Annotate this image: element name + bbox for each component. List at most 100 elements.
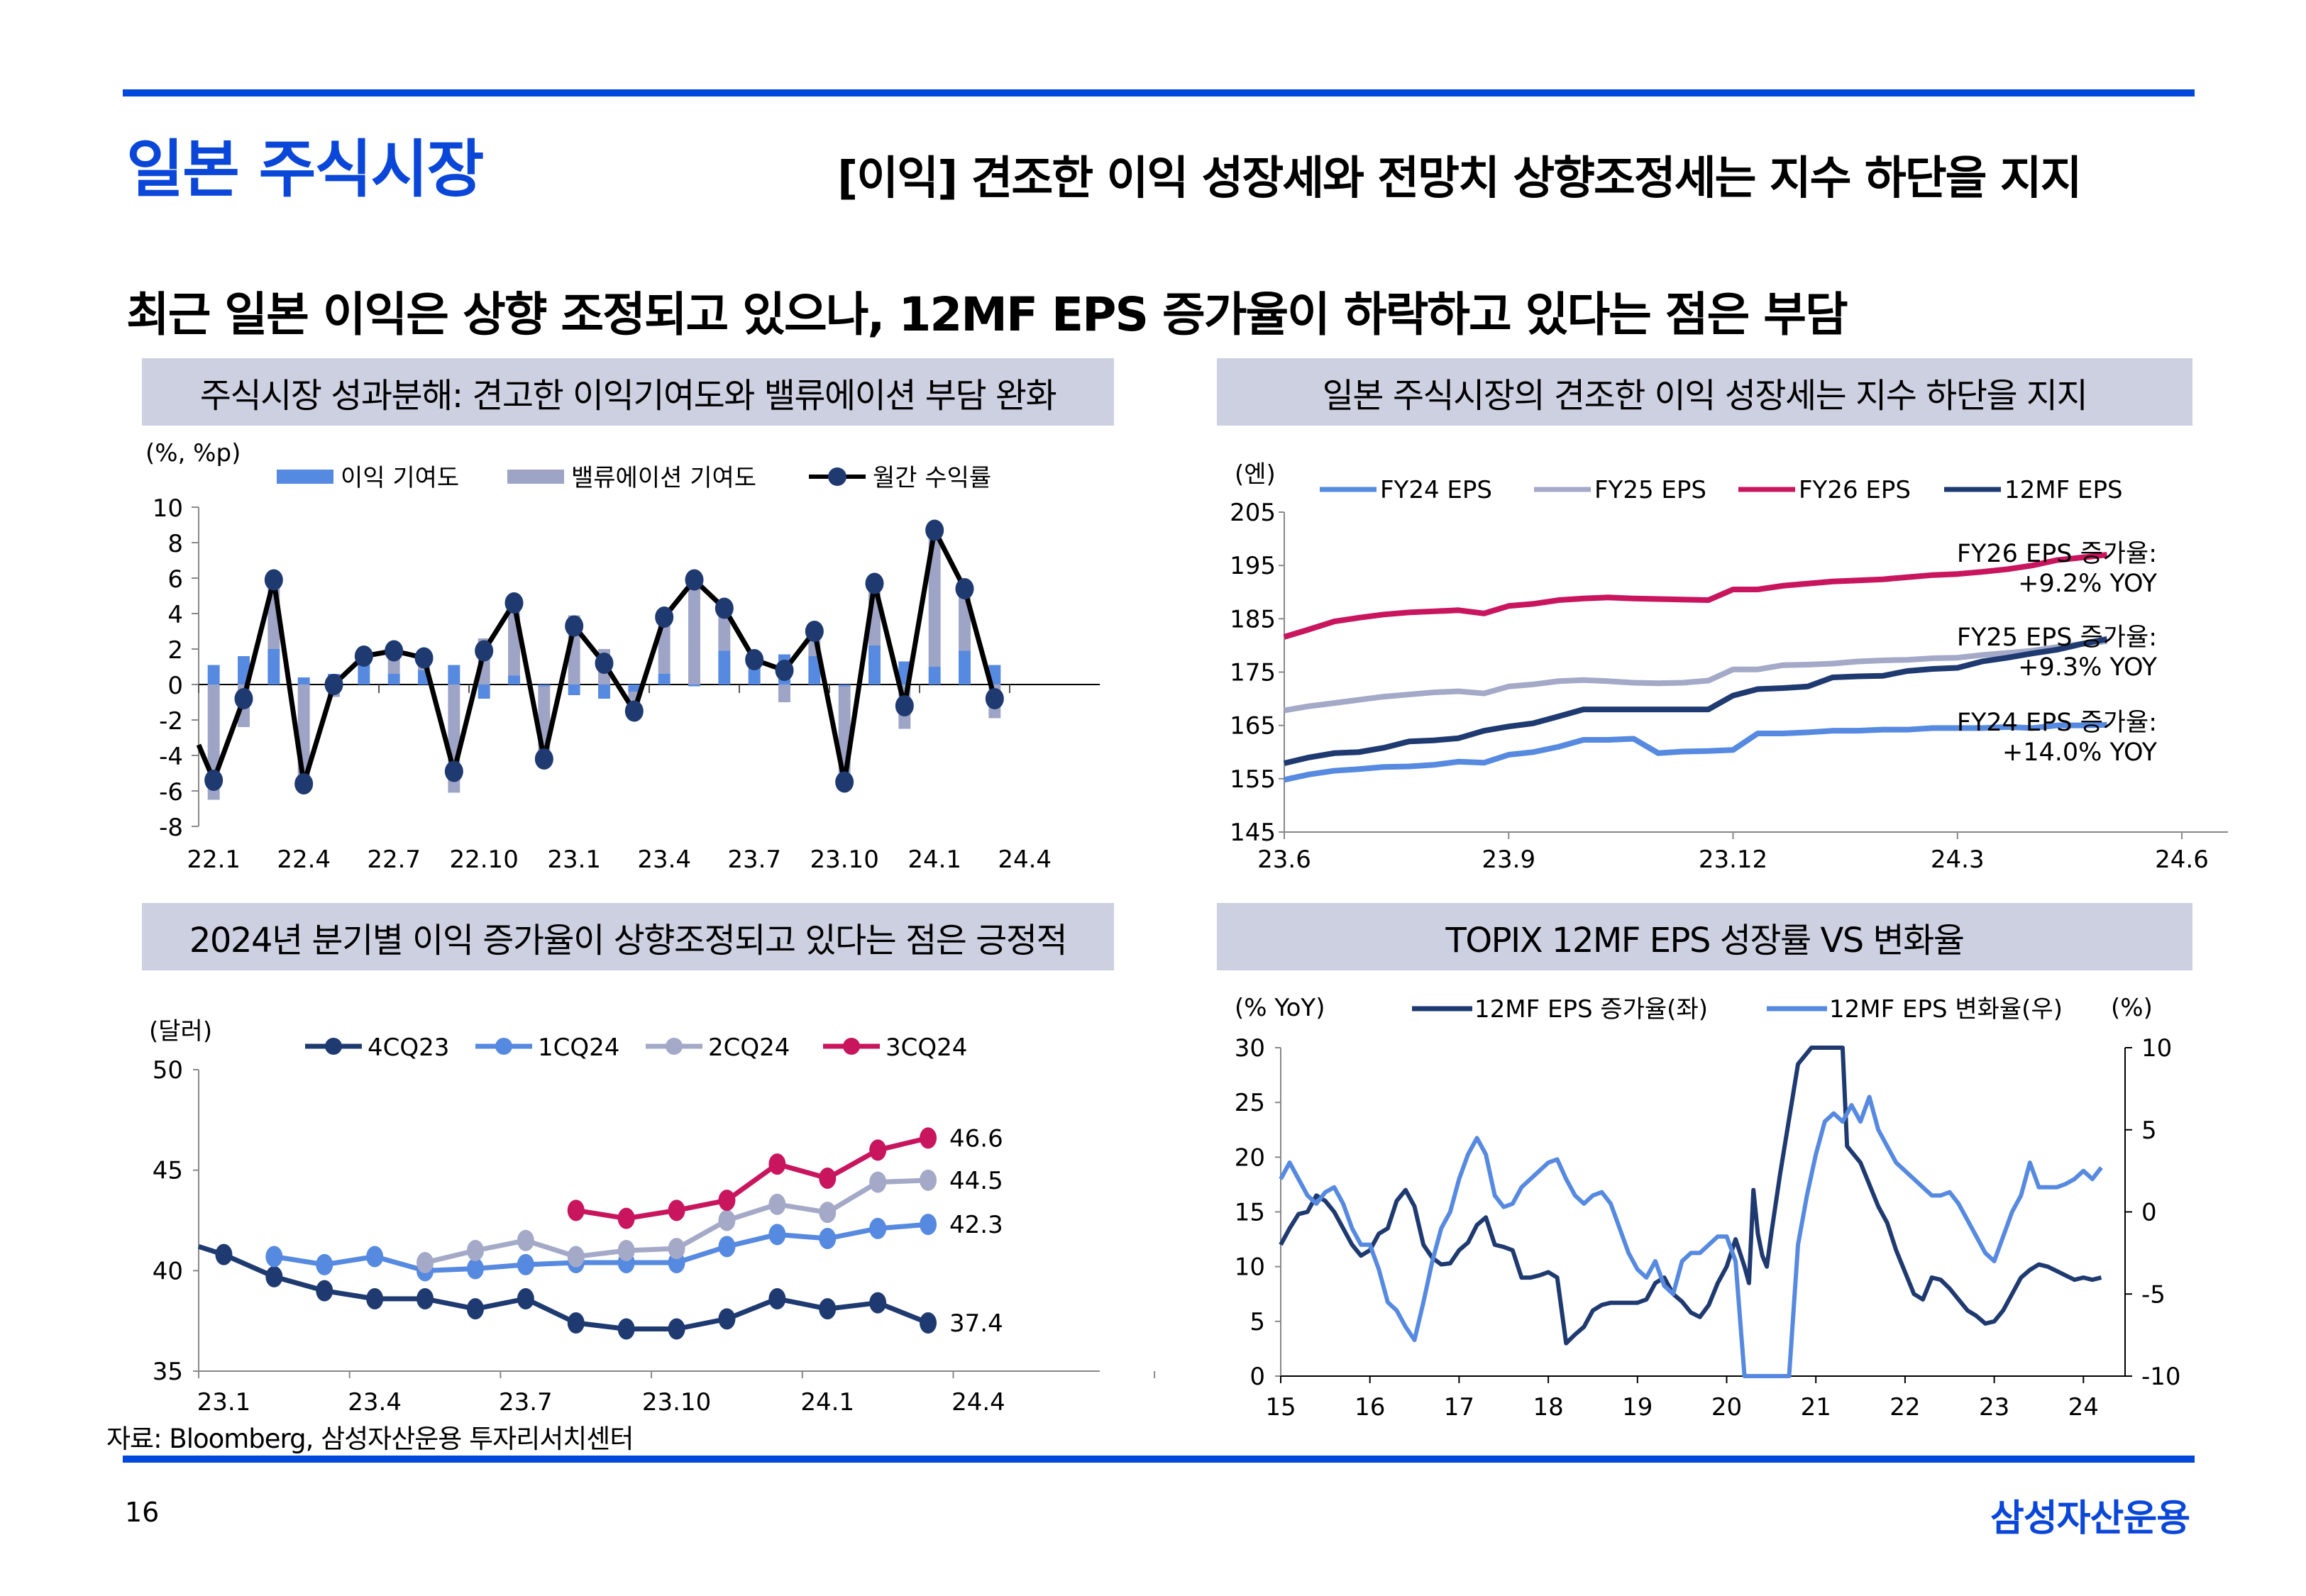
x-tick-label: 24.4 (951, 1388, 1005, 1417)
point-2cq24 (567, 1246, 585, 1268)
left-y-tick-label: 25 (1235, 1089, 1265, 1117)
y-tick-label: -4 (159, 743, 183, 771)
x-tick-label: 23.7 (499, 1388, 553, 1417)
point-4cq23 (466, 1298, 484, 1320)
chart-quarterly-eps: (달러) 4CQ23 1CQ24 2CQ24 3CQ24 50 45 40 35 23.1 23.4… (149, 1017, 1156, 1417)
y-tick-label: 45 (153, 1157, 183, 1185)
x-tick-label: 23.4 (637, 846, 691, 874)
point-monthly-return (595, 653, 614, 674)
point-4cq23 (819, 1298, 837, 1320)
point-monthly-return (475, 640, 494, 662)
chart-performance-decomposition: (%, %p) 이익 기여도 밸류에이션 기여도 월간 수익률 10 8 6 4 2 0 -2 -4 -… (145, 439, 1100, 874)
bar-earnings (267, 649, 280, 685)
point-4cq23 (920, 1312, 937, 1334)
x-tick-label: 19 (1622, 1393, 1653, 1422)
x-tick-label: 16 (1355, 1393, 1385, 1422)
point-monthly-return (324, 674, 343, 695)
x-tick-label: 22.1 (187, 846, 241, 874)
x-tick-label: 22.4 (277, 846, 331, 874)
left-y-tick-label: 5 (1249, 1308, 1265, 1336)
line-monthly-return (196, 528, 998, 787)
x-tick-label: 21 (1801, 1393, 1831, 1422)
point-monthly-return (895, 695, 914, 716)
x-tick-label: 18 (1533, 1393, 1563, 1422)
line-12mf-eps (1284, 636, 2108, 766)
right-y-tick-label: 5 (2141, 1116, 2157, 1145)
legend-label: 4CQ23 (368, 1033, 449, 1062)
bar-earnings (718, 650, 731, 685)
panel-title-eps-trend: 일본 주식시장의 견조한 이익 성장세는 지수 하단을 지지 (1217, 358, 2192, 426)
point-monthly-return (385, 640, 404, 662)
point-4cq23 (416, 1288, 434, 1309)
legend-label: FY25 EPS (1594, 476, 1706, 504)
point-monthly-return (234, 688, 253, 709)
x-tick-label: 23.7 (727, 846, 781, 874)
point-monthly-return (745, 649, 764, 670)
bottom-rule (123, 1456, 2195, 1463)
point-monthly-return (955, 578, 974, 599)
left-y-tick-label: 10 (1235, 1253, 1265, 1282)
line-4cq23 (197, 1243, 929, 1331)
headline: 최근 일본 이익은 상향 조정되고 있으나, 12MF EPS 증가율이 하락하… (126, 287, 1848, 342)
x-tick-label: 22 (1890, 1393, 1920, 1422)
panel-title-performance-decomposition: 주식시장 성과분해: 견고한 이익기여도와 밸류에이션 부담 완화 (142, 358, 1114, 426)
point-monthly-return (685, 569, 704, 591)
x-tick-label: 23.9 (1482, 846, 1535, 874)
bar-valuation (928, 530, 941, 667)
point-3cq24 (718, 1190, 736, 1212)
page-subtitle: [이익] 견조한 이익 성장세와 전망치 상향조정세는 지수 하단을 지지 (837, 153, 2082, 205)
annotation-value: +9.3% YOY (2018, 653, 2157, 682)
point-1cq24 (316, 1253, 333, 1275)
point-2cq24 (617, 1240, 635, 1261)
chart-eps-trend: (엔) FY24 EPS FY25 EPS FY26 EPS 12MF EPS 205 19… (1230, 460, 2228, 874)
left-y-tick-label: 20 (1235, 1143, 1265, 1172)
bar-earnings (568, 685, 580, 695)
legend-label: 12MF EPS (2004, 476, 2123, 504)
point-monthly-return (715, 597, 734, 619)
page-number: 16 (125, 1497, 160, 1528)
point-monthly-return (925, 519, 944, 541)
bar-earnings (387, 674, 400, 685)
point-2cq24 (869, 1171, 887, 1193)
x-tick-label: 17 (1444, 1393, 1474, 1422)
point-4cq23 (215, 1243, 233, 1265)
point-4cq23 (617, 1318, 635, 1340)
y-tick-label: 205 (1230, 499, 1276, 527)
point-1cq24 (517, 1253, 534, 1275)
footer-brand-logo: 삼성자산운용 (1990, 1497, 2190, 1540)
point-monthly-return (354, 645, 373, 667)
annotation-value: +9.2% YOY (2018, 570, 2157, 598)
y-tick-label: 185 (1230, 605, 1276, 633)
right-y-tick-label: -5 (2141, 1280, 2166, 1309)
point-monthly-return (565, 615, 584, 637)
point-3cq24 (617, 1207, 635, 1229)
section-title: 일본 주식시장 (126, 133, 484, 206)
y-axis-unit-label: (달러) (149, 1017, 212, 1046)
point-4cq23 (265, 1265, 283, 1287)
point-2cq24 (920, 1169, 937, 1191)
legend-marker (843, 1038, 860, 1055)
point-4cq23 (768, 1288, 786, 1309)
bar-earnings (448, 665, 460, 685)
bar-earnings (959, 650, 971, 685)
bar-earnings (598, 685, 610, 699)
y-tick-label: -6 (159, 778, 183, 807)
line-fy25-eps (1284, 638, 2108, 714)
point-4cq23 (668, 1318, 685, 1340)
legend-label: 월간 수익률 (873, 464, 991, 492)
top-rule (123, 89, 2195, 96)
annotation-label: FY26 EPS 증가율: (1957, 540, 2157, 568)
right-axis-unit-label: (%) (2111, 994, 2153, 1022)
point-monthly-return (775, 660, 794, 681)
point-2cq24 (517, 1229, 534, 1251)
y-tick-label: 4 (167, 601, 183, 629)
y-axis-unit-label: (%, %p) (145, 439, 241, 467)
bar-earnings (928, 667, 941, 685)
end-value-label: 42.3 (949, 1211, 1003, 1239)
y-tick-label: 50 (153, 1056, 183, 1085)
right-y-tick-label: 10 (2141, 1034, 2172, 1063)
bar-earnings (297, 677, 310, 685)
legend-label: 이익 기여도 (341, 464, 459, 492)
y-tick-label: 145 (1230, 819, 1276, 847)
point-monthly-return (414, 647, 434, 669)
